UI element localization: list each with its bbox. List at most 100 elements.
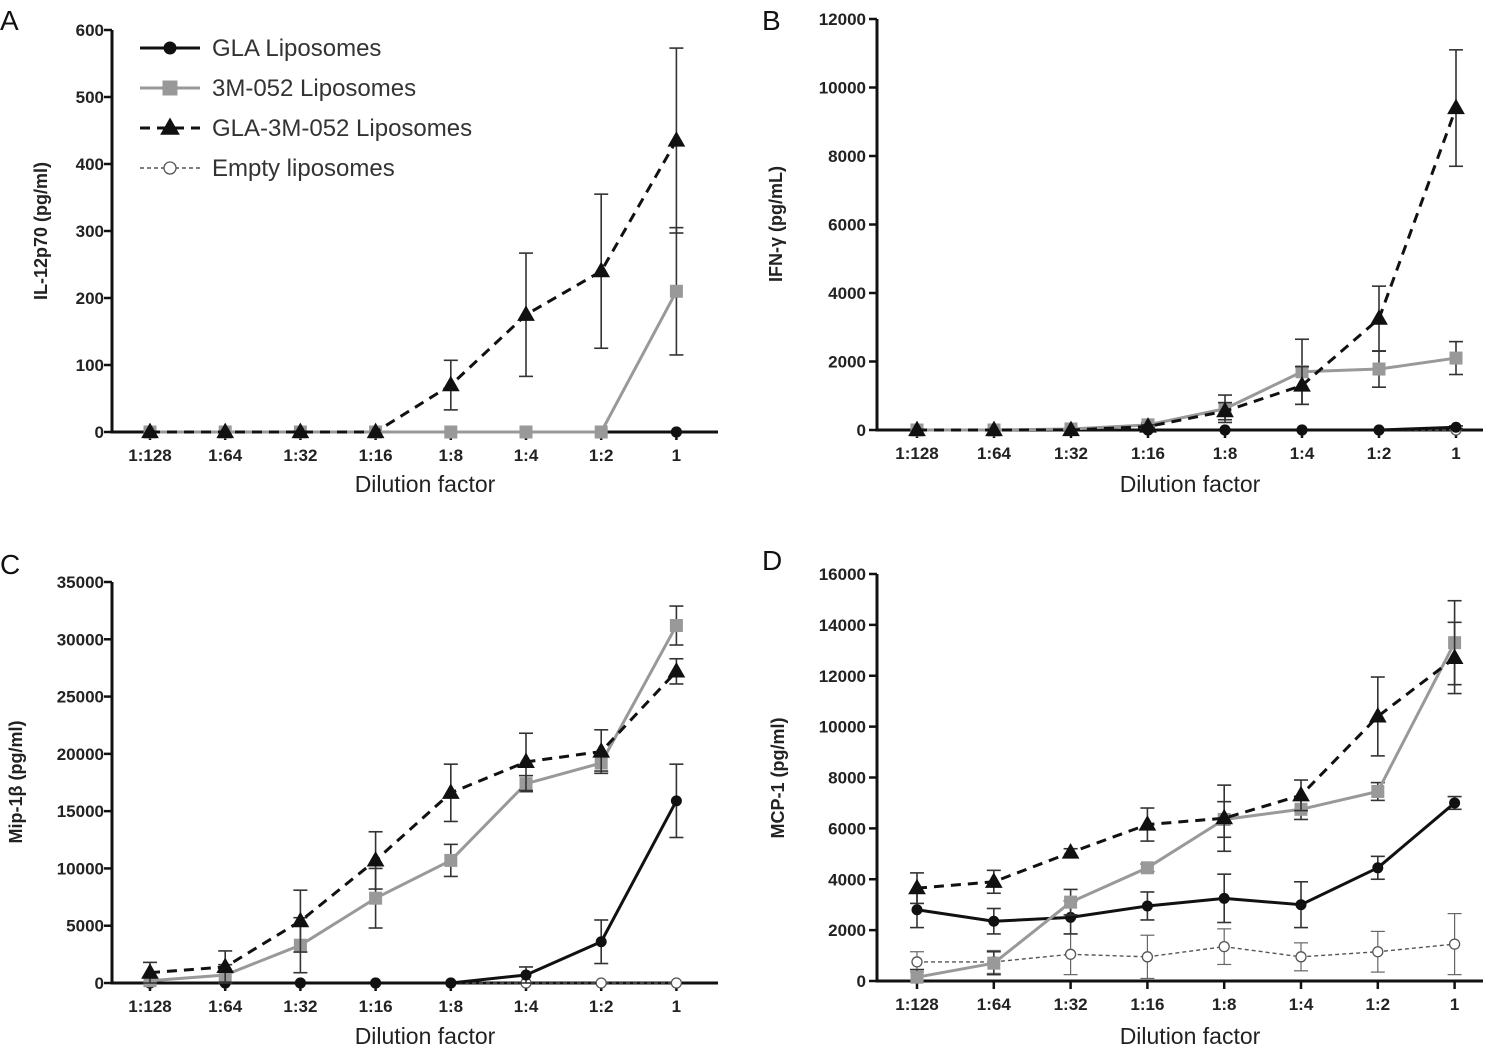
panel-a: A IL-12p70 (pg/ml) Dilution factor 0 100 2… xyxy=(0,5,718,497)
panel-b-combo-point xyxy=(1370,309,1388,325)
panel-b-y-tick-label: 4000 xyxy=(828,284,866,303)
panel-c-combo-point xyxy=(216,957,235,974)
panel-b-x-tick-label: 1:128 xyxy=(895,444,938,463)
panel-c-x-tick-label: 1:4 xyxy=(514,997,539,1016)
panel-d-y-tick-label: 16000 xyxy=(819,565,866,584)
panel-c-x-tick-label: 1:2 xyxy=(589,997,614,1016)
panel-b-y-tick-label: 10000 xyxy=(819,79,866,98)
panel-a-y-tick-label: 200 xyxy=(76,289,104,308)
panel-b-combo-point xyxy=(1062,420,1080,437)
panel-d-y-axis-title: MCP-1 (pg/ml) xyxy=(768,718,788,839)
panel-d-x-tick-label: 1:128 xyxy=(895,995,938,1014)
panel-b-combo-point xyxy=(1293,376,1311,392)
panel-d-combo-point xyxy=(1445,648,1464,665)
panel-d-series-empty xyxy=(910,912,1462,980)
panel-c-combo-point xyxy=(141,963,159,979)
panel-c-x-tick-label: 1:32 xyxy=(283,997,317,1016)
legend-marker-combo xyxy=(160,117,180,135)
panel-d-x-tick-label: 1:32 xyxy=(1054,995,1088,1014)
panel-c: C Mip-1β (pg/ml) Dilution factor 0 5000 10… xyxy=(0,549,718,1049)
legend-marker-3m052 xyxy=(162,80,178,96)
panel-d-combo-point xyxy=(1215,808,1234,825)
panel-b-combo-point xyxy=(908,420,926,437)
panel-a-y-tick-label: 600 xyxy=(76,21,104,40)
panel-d-3m052-point xyxy=(1371,784,1385,798)
legend-label-3m052: 3M-052 Liposomes xyxy=(212,75,416,102)
panel-c-combo-point xyxy=(667,661,686,678)
panel-d-3m052-line xyxy=(916,641,1456,979)
panel-d-gla-point xyxy=(1295,899,1307,911)
panel-c-y-tick-label: 5000 xyxy=(66,917,104,936)
panel-d-series-gla xyxy=(910,795,1462,935)
panel-c-gla-point xyxy=(520,969,532,981)
panel-c-x-tick-label: 1 xyxy=(672,997,681,1016)
legend-label-combo: GLA-3M-052 Liposomes xyxy=(212,115,472,142)
panel-c-combo-line xyxy=(149,670,678,975)
panel-a-combo-point xyxy=(592,261,611,278)
panel-a-x-tick-label: 1:64 xyxy=(208,446,243,465)
panel-d-y-tick-label: 2000 xyxy=(828,921,866,940)
panel-c-combo-point xyxy=(291,911,310,928)
panel-d-y-tick-label: 8000 xyxy=(828,769,866,788)
legend-label-empty: Empty liposomes xyxy=(212,155,395,182)
panel-b: B IFN-γ (pg/mL) Dilution factor 0 2000 400… xyxy=(762,5,1483,497)
panel-b-y-tick-label: 12000 xyxy=(819,10,866,29)
panel-c-y-tick-label: 25000 xyxy=(57,688,104,707)
panel-b-gla-point xyxy=(1373,424,1385,436)
panel-a-y-tick-label: 500 xyxy=(76,88,104,107)
panel-a-combo-point xyxy=(141,422,159,439)
panel-d-combo-line xyxy=(916,656,1456,890)
panel-c-y-tick-label: 30000 xyxy=(57,630,104,649)
panel-a-y-tick-label: 400 xyxy=(76,155,104,174)
panel-b-x-tick-label: 1:16 xyxy=(1131,444,1165,463)
panel-d-gla-point xyxy=(1372,862,1384,874)
panel-d-empty-point xyxy=(1141,951,1154,963)
panel-c-x-tick-label: 1:64 xyxy=(208,997,243,1016)
panel-b-combo-point xyxy=(1139,417,1157,433)
panel-a-x-axis-title: Dilution factor xyxy=(355,471,496,497)
panel-c-gla-point xyxy=(595,936,607,948)
panel-letter-a: A xyxy=(0,5,19,36)
panel-a-combo-point xyxy=(441,375,460,392)
panel-d-x-tick-label: 1:16 xyxy=(1130,995,1164,1014)
panel-b-3m052-point xyxy=(1449,351,1463,365)
panel-c-gla-line xyxy=(150,800,678,985)
panel-c-series-gla xyxy=(144,763,684,989)
panel-c-3m052-point xyxy=(669,619,683,633)
panel-d-x-axis-title: Dilution factor xyxy=(1120,1023,1261,1049)
panel-a-series-3m052 xyxy=(143,226,684,439)
panel-a-x-tick-label: 1:2 xyxy=(589,446,614,465)
panel-a-x-tick-label: 1:4 xyxy=(514,446,539,465)
panel-c-x-tick-label: 1:16 xyxy=(359,997,393,1016)
panel-c-x-tick-label: 1:128 xyxy=(128,997,171,1016)
panel-d-combo-point xyxy=(1292,785,1310,802)
panel-c-gla-point xyxy=(445,977,457,989)
panel-c-x-axis-title: Dilution factor xyxy=(355,1023,496,1049)
panel-b-gla-point xyxy=(1219,424,1231,436)
panel-d-3m052-point xyxy=(910,970,924,984)
panel-a-3m052-line xyxy=(150,290,678,434)
panel-a-combo-point xyxy=(667,131,686,147)
panel-c-series-combo xyxy=(141,657,686,984)
panel-b-y-tick-label: 2000 xyxy=(828,353,866,372)
panel-d-x-tick-label: 1 xyxy=(1450,995,1459,1014)
panel-b-x-axis-title: Dilution factor xyxy=(1120,471,1261,497)
panel-d-y-tick-label: 4000 xyxy=(828,870,866,889)
panel-d-empty-line xyxy=(917,943,1455,963)
panel-d-3m052-point xyxy=(987,956,1001,970)
panel-d-gla-point xyxy=(1218,892,1230,904)
panel-d-empty-point xyxy=(1064,948,1077,960)
legend: GLA Liposomes 3M-052 Liposomes GLA-3M-05… xyxy=(140,35,472,182)
panel-d-x-tick-label: 1:2 xyxy=(1366,995,1391,1014)
panel-d-gla-point xyxy=(1449,797,1461,809)
panel-b-y-tick-label: 6000 xyxy=(828,216,866,235)
panel-d-x-tick-label: 1:64 xyxy=(977,995,1012,1014)
panel-c-gla-point xyxy=(370,977,382,989)
panel-d-gla-point xyxy=(988,915,1000,927)
panel-c-combo-point xyxy=(592,742,611,758)
panel-c-gla-point xyxy=(294,977,306,989)
panel-c-y-tick-label: 35000 xyxy=(57,573,104,592)
panel-b-series-combo xyxy=(908,49,1465,437)
panel-d-y-tick-label: 6000 xyxy=(828,819,866,838)
panel-a-x-tick-label: 1:8 xyxy=(439,446,464,465)
